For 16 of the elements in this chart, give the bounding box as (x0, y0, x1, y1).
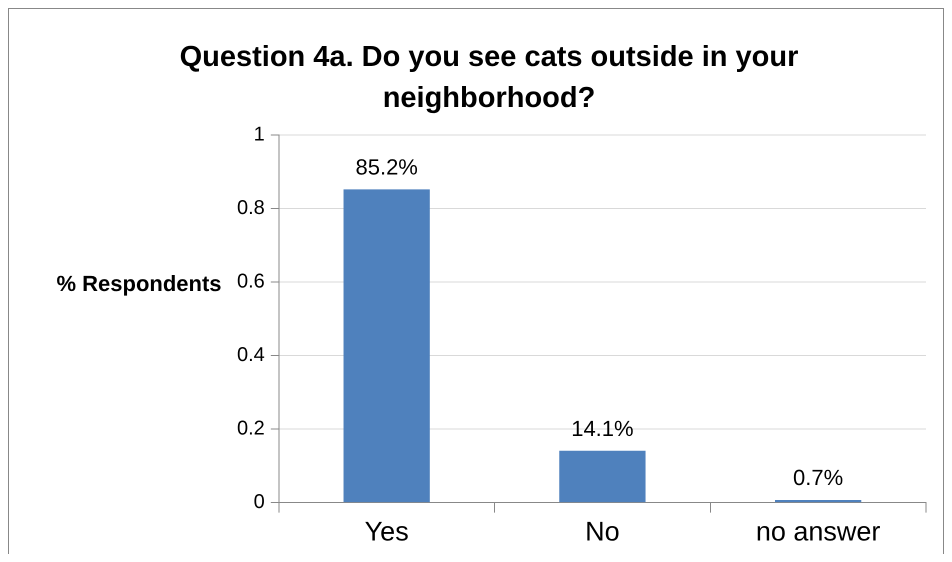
bar (344, 189, 430, 502)
y-tick-label: 1 (254, 124, 265, 146)
x-tick-label: No (585, 516, 620, 546)
y-tick-label: 0 (254, 491, 265, 514)
chart-title: Question 4a. Do you see cats outside in your neighborhood? (178, 40, 800, 116)
y-tick-label: 0.4 (236, 344, 265, 366)
x-tick-label: no answer (756, 516, 880, 546)
y-tick-label: 0.8 (236, 197, 265, 220)
bar (559, 450, 646, 502)
y-tick-label: 0.2 (236, 418, 265, 440)
data-label: 14.1% (571, 416, 634, 441)
y-tick-label: 0.6 (236, 270, 265, 293)
y-axis-title: % Respondents (55, 270, 223, 298)
data-label: 85.2% (355, 154, 418, 180)
data-label: 0.7% (793, 465, 844, 490)
x-tick-label: Yes (364, 516, 409, 546)
